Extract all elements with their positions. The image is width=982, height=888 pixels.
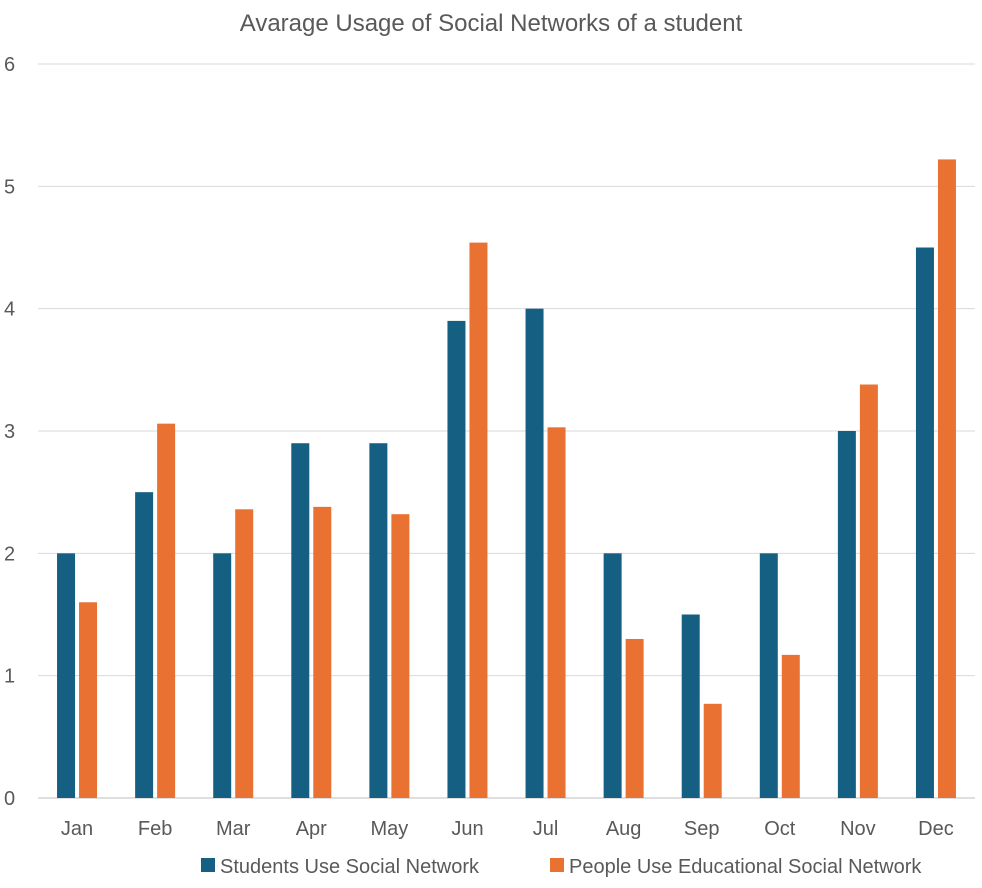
bar-students-feb [135,492,154,798]
bar-educational-jul [547,427,566,798]
bar-students-oct [759,553,778,798]
bar-students-sep [681,614,700,798]
x-tick-label: Jul [533,818,559,840]
y-tick-label: 6 [4,54,15,76]
bars [57,159,956,799]
legend-label: Students Use Social Network [220,856,480,878]
x-tick-label: May [370,818,408,840]
bar-educational-jan [79,602,98,798]
bar-students-jul [525,308,544,798]
x-tick-label: Dec [918,818,954,840]
bar-students-aug [603,553,622,798]
x-tick-label: Mar [216,818,251,840]
x-tick-label: Jan [61,818,93,840]
x-tick-label: Aug [606,818,642,840]
legend: Students Use Social Network People Use Ed… [201,856,922,878]
bar-students-may [369,443,388,798]
y-tick-label: 2 [4,543,15,565]
x-tick-label: Feb [138,818,172,840]
bar-students-mar [213,553,232,798]
bar-educational-dec [937,159,956,799]
x-tick-label: Apr [296,818,327,840]
y-tick-label: 1 [4,666,15,688]
bar-students-jun [447,320,466,798]
legend-swatch [550,858,564,872]
y-axis-ticks: 0 1 2 3 4 5 6 [4,54,15,810]
legend-swatch [201,858,215,872]
bar-students-nov [837,431,856,798]
bar-educational-sep [703,703,722,798]
y-tick-label: 3 [4,421,15,443]
legend-label: People Use Educational Social Network [569,856,922,878]
bar-educational-apr [313,506,332,798]
bar-educational-oct [781,654,800,798]
x-tick-label: Jun [451,818,483,840]
y-tick-label: 5 [4,176,15,198]
chart-title: Avarage Usage of Social Networks of a st… [240,10,743,37]
x-tick-label: Oct [764,818,796,840]
x-tick-label: Sep [684,818,720,840]
bar-educational-feb [157,423,176,798]
x-tick-label: Nov [840,818,876,840]
bar-educational-may [391,514,410,798]
bar-students-dec [915,247,934,798]
bar-students-jan [57,553,76,798]
bar-educational-nov [859,384,878,798]
bar-students-apr [291,443,310,798]
y-tick-label: 0 [4,788,15,810]
gridlines [38,63,975,799]
x-axis-ticks: Jan Feb Mar Apr May Jun Jul Aug Sep Oct Nov Dec [61,818,954,840]
bar-educational-mar [235,509,254,798]
bar-educational-jun [469,242,488,798]
y-tick-label: 4 [4,299,15,321]
bar-educational-aug [625,638,644,798]
